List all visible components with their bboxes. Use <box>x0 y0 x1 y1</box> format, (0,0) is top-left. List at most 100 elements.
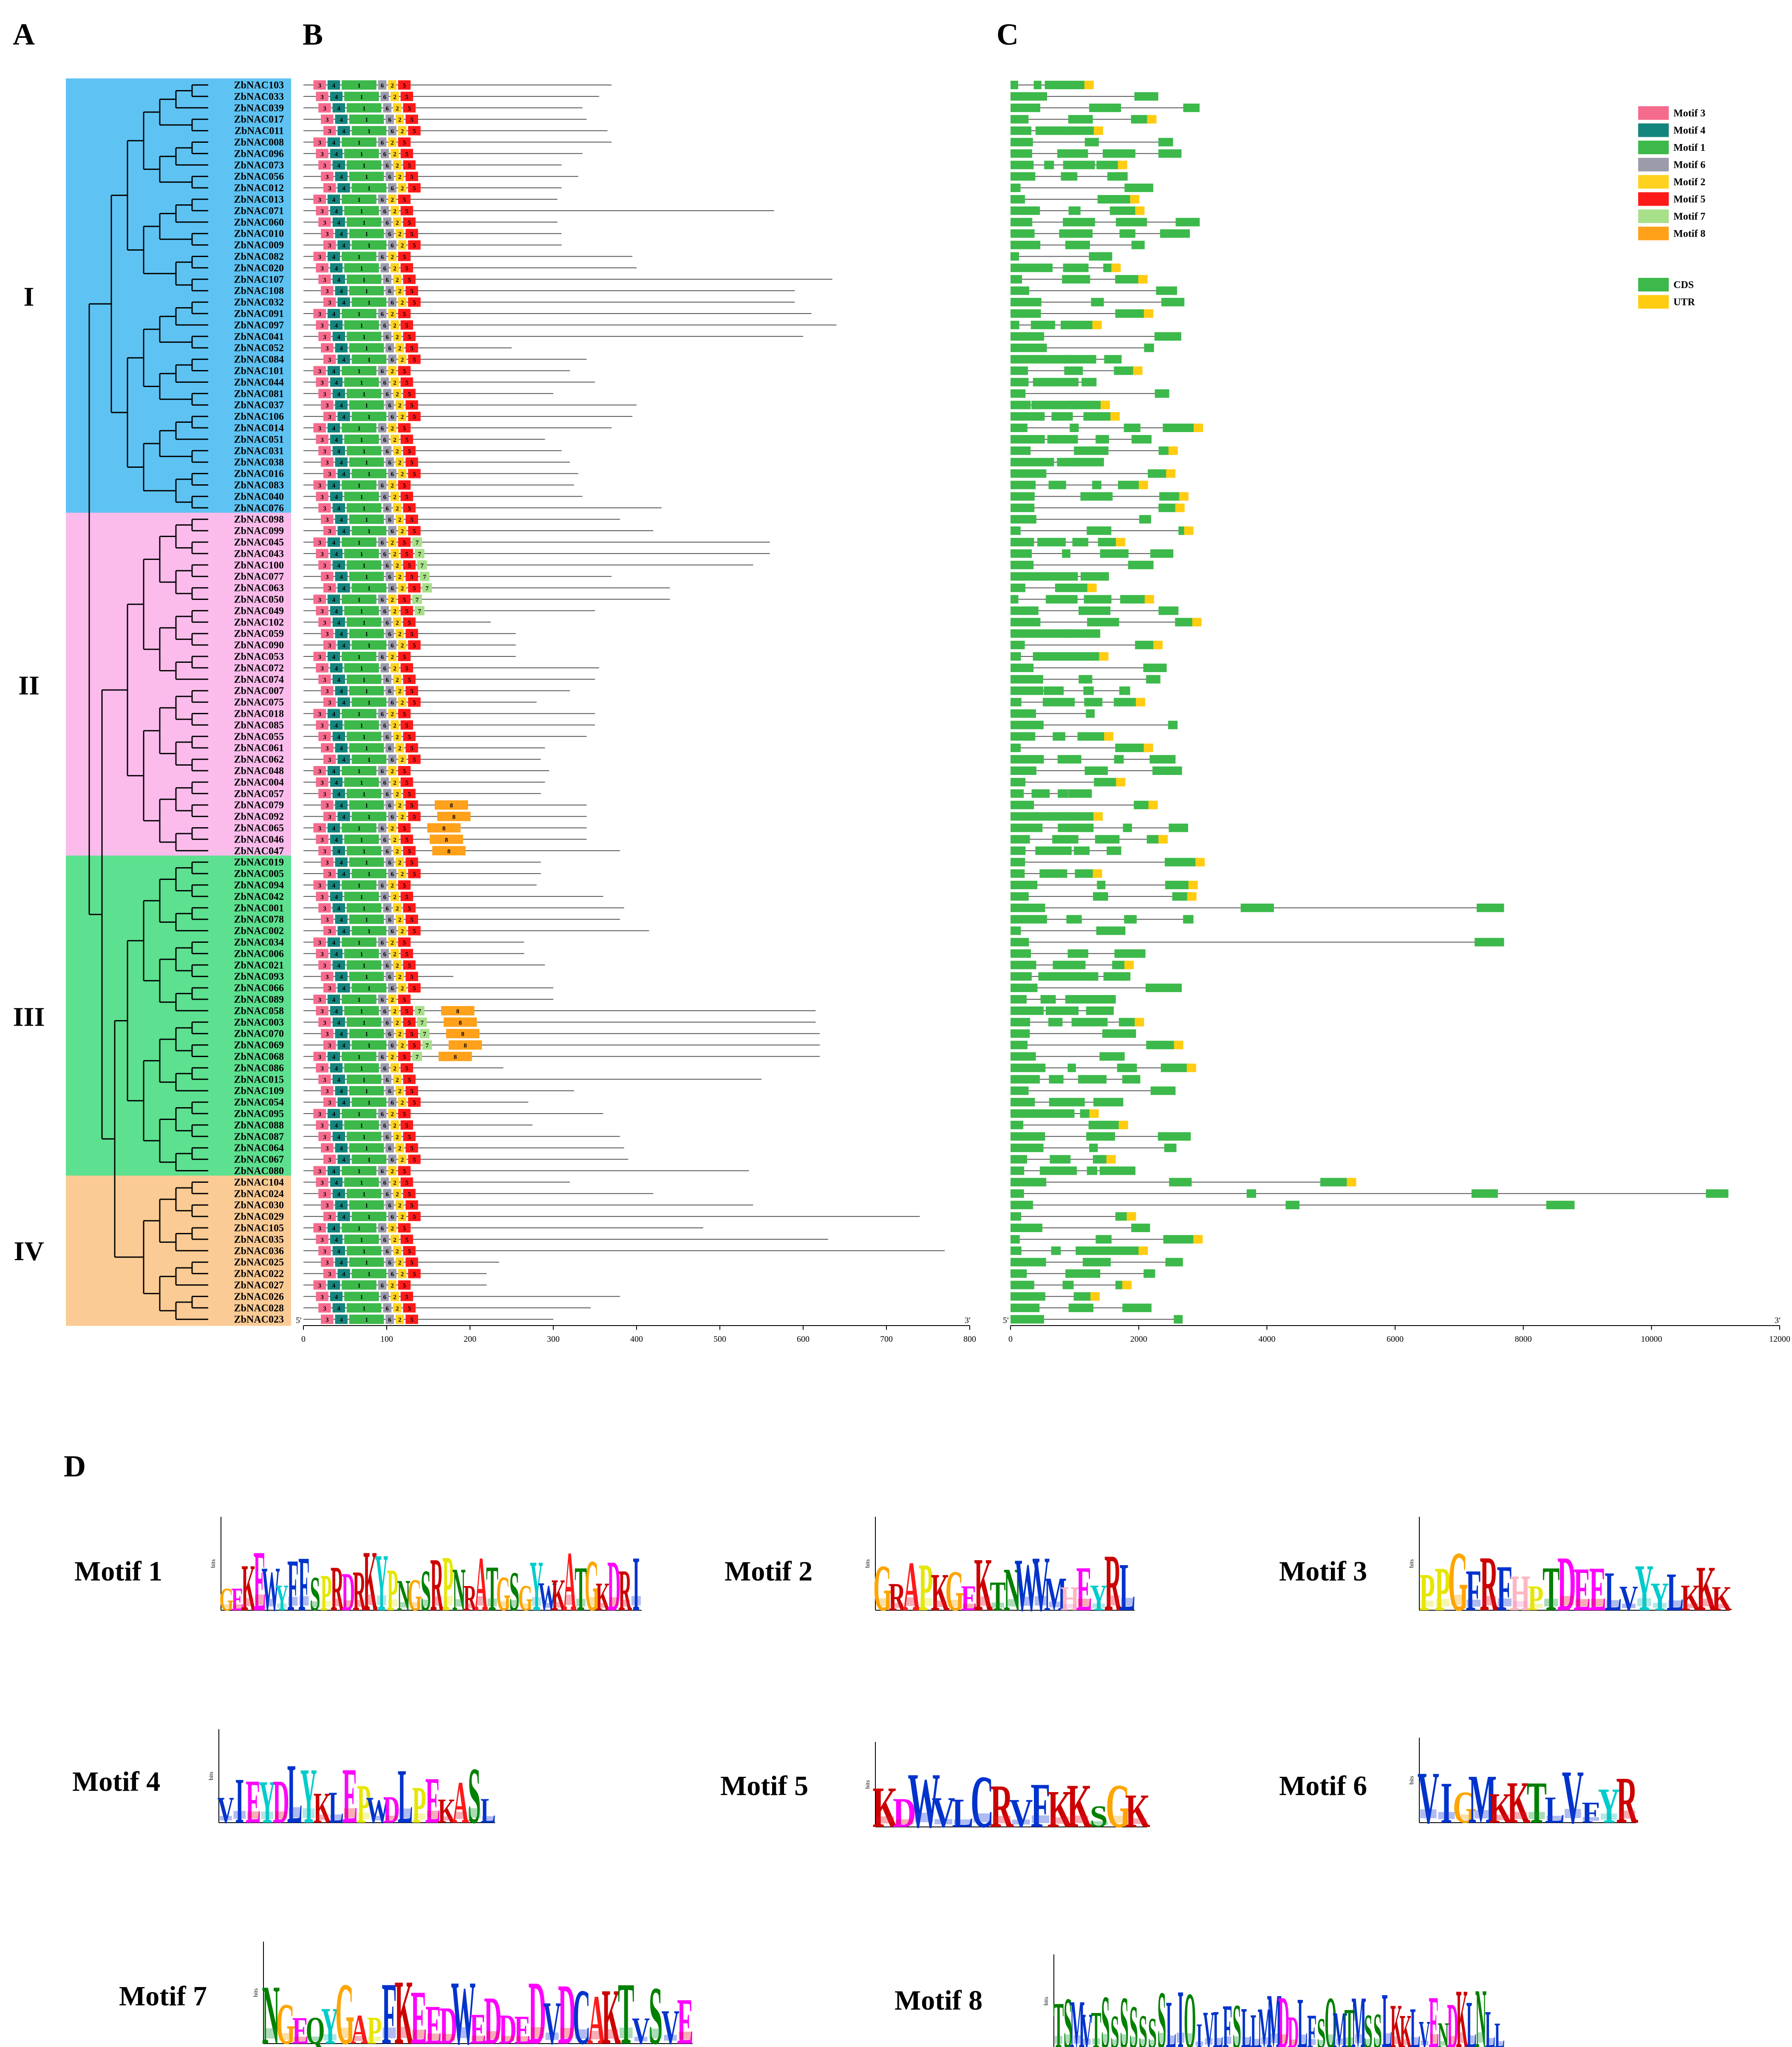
motif-box-number: 2 <box>393 208 396 215</box>
logo-minor-stack <box>1242 2037 1250 2044</box>
logo-minor-stack <box>222 1604 232 1609</box>
logo-minor-stack <box>1078 1598 1091 1606</box>
cds-block <box>1057 755 1081 764</box>
motif-box <box>332 389 345 399</box>
cds-block <box>1011 1006 1044 1015</box>
logo-minor-stack <box>385 1815 398 1821</box>
clade-background <box>66 855 291 1177</box>
motif-box <box>332 1246 345 1255</box>
motif-box-number: 6 <box>383 1179 387 1186</box>
motif-box <box>391 949 399 958</box>
motif-box <box>403 560 416 570</box>
cds-block <box>1086 709 1095 718</box>
motif-box <box>395 457 404 467</box>
motif-box <box>346 732 382 741</box>
motif-box-number: 2 <box>401 1157 404 1164</box>
motif-box <box>398 240 407 250</box>
motif-box <box>398 697 407 707</box>
motif-box-number: 6 <box>388 1317 391 1323</box>
cds-block <box>1158 503 1179 512</box>
motif-box-number: 3 <box>318 425 321 432</box>
logo-letter: W <box>262 1554 280 1624</box>
cds-block <box>1047 1109 1075 1118</box>
gene-label: ZbNAC039 <box>234 103 284 114</box>
motif-box <box>395 686 404 696</box>
motif-box <box>414 1006 425 1015</box>
cds-block <box>1083 412 1114 421</box>
logo-minor-stack <box>498 1601 508 1608</box>
motif-box-number: 6 <box>391 985 394 992</box>
cds-block <box>1011 606 1039 615</box>
logo-minor-stack <box>1195 2041 1203 2046</box>
motif-box <box>393 617 402 627</box>
motif-box-number: 1 <box>368 528 371 535</box>
logo-letter: Q <box>1184 1976 1196 2047</box>
motif-box <box>391 1234 399 1244</box>
logo-letter: L <box>952 1790 974 1836</box>
logo-minor-stack <box>454 1812 467 1819</box>
motif-box <box>385 1200 394 1210</box>
motif-box-number: 4 <box>340 1145 343 1152</box>
logo-minor-stack <box>587 1597 597 1606</box>
axis-c-tick-label: 2000 <box>1130 1335 1147 1344</box>
motif-box-number: 4 <box>337 448 341 455</box>
motif-box-number: 6 <box>388 1202 391 1209</box>
logo-letter: D <box>1288 2006 1299 2047</box>
motif-box-number: 5 <box>408 105 411 112</box>
logo-letter: V <box>1562 1754 1584 1839</box>
logo-minor-stack <box>1619 1810 1635 1819</box>
motif-box-number: 1 <box>368 1271 371 1278</box>
motif-box <box>351 811 387 821</box>
logo-letter: E <box>677 1985 694 2047</box>
motif-box-number: 3 <box>318 1054 321 1061</box>
motif-box <box>388 983 396 993</box>
motif-box-number: 5 <box>413 814 416 821</box>
logo-letter: L <box>1485 2000 1496 2047</box>
motif-box-number: 5 <box>408 505 411 512</box>
motif-box-number: 4 <box>335 265 338 272</box>
motif-box-number: 3 <box>328 1271 331 1278</box>
motif-box-number: 3 <box>323 1134 326 1141</box>
gene-label: ZbNAC067 <box>234 1154 284 1165</box>
motif-box <box>393 389 402 399</box>
motif-box <box>327 252 340 261</box>
motif-box <box>346 217 382 227</box>
motif-box-number: 1 <box>360 608 363 615</box>
logo-minor-stack <box>973 1813 991 1823</box>
cds-block <box>1144 343 1154 352</box>
motif-box <box>344 606 379 616</box>
utr-block <box>1144 309 1153 318</box>
cds-block <box>1158 1132 1191 1141</box>
motif-box-number: 6 <box>388 860 391 866</box>
logo-minor-stack <box>427 2033 440 2041</box>
logo-minor-stack <box>358 1812 370 1820</box>
motif-box-number: 3 <box>328 585 331 592</box>
motif-box-number: 1 <box>357 425 361 432</box>
motif-box <box>378 252 387 261</box>
motif-box <box>400 777 413 787</box>
motif-box <box>395 571 404 581</box>
motif-box <box>385 515 394 524</box>
logo-minor-stack <box>554 1602 563 1608</box>
motif-box <box>378 1280 387 1290</box>
motif-box-number: 3 <box>328 1214 331 1221</box>
motif-box-number: 5 <box>403 254 406 261</box>
motif-box-number: 2 <box>401 814 404 821</box>
gene-label: ZbNAC058 <box>234 1006 284 1017</box>
motif-box-number: 1 <box>368 642 371 649</box>
cds-block <box>1011 1029 1030 1038</box>
motif-box <box>405 972 418 981</box>
motif-box-number: 1 <box>365 517 368 523</box>
logo-minor-stack <box>1439 2041 1447 2046</box>
motif-box-number: 5 <box>405 1008 409 1015</box>
cds-block <box>1011 869 1025 878</box>
motif-box-number: 5 <box>405 322 409 329</box>
motif-box <box>388 126 396 136</box>
motif-box-number: 2 <box>391 997 394 1004</box>
motif-box <box>380 777 389 787</box>
motif-box-number: 3 <box>323 220 326 226</box>
motif-box <box>391 1292 399 1301</box>
gene-label: ZbNAC077 <box>234 571 284 582</box>
motif-box <box>417 1017 427 1027</box>
